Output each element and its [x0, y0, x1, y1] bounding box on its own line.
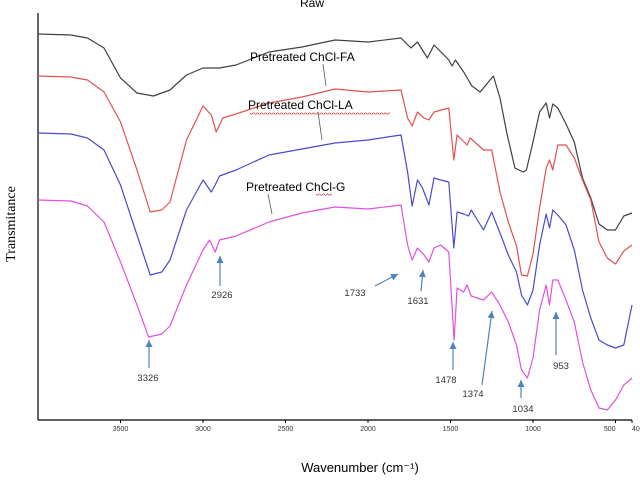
x-tick-label: 500	[604, 426, 616, 433]
peak-label-1478: 1478	[435, 375, 456, 386]
peak-label-953: 953	[553, 361, 569, 372]
axes	[37, 13, 632, 421]
peak-label-3326: 3326	[137, 373, 158, 384]
series-label-pointer	[322, 63, 327, 87]
spellcheck-underline	[315, 193, 332, 196]
series-lines	[37, 33, 633, 411]
annotation-arrowhead	[552, 312, 560, 319]
x-axis-label: Wavenumber (cm⁻¹)	[301, 460, 419, 475]
series-label-0: Raw	[300, 0, 324, 10]
x-tick-label: 1500	[443, 426, 459, 433]
annotation-arrowhead	[449, 342, 457, 349]
peak-label-1034: 1034	[512, 404, 533, 415]
series-line-3	[37, 199, 633, 411]
annotation-arrow	[481, 310, 493, 386]
series-line-0	[37, 33, 633, 231]
series-label-2: Pretreated ChCl-LA	[248, 98, 353, 112]
series-label-pointer	[317, 111, 323, 141]
peak-label-1374: 1374	[462, 389, 483, 400]
annotation-arrowhead	[487, 311, 495, 319]
annotation-arrowhead	[390, 274, 398, 281]
spellcheck-underline	[249, 112, 390, 115]
annotation-arrowhead	[145, 340, 153, 347]
x-tick-label: 2500	[278, 426, 294, 433]
peak-label-2926: 2926	[211, 290, 232, 301]
series-label-pointer	[267, 193, 273, 215]
x-tick-label: 3500	[113, 426, 129, 433]
y-axis-label: Transmitance	[4, 186, 19, 262]
x-tick-label: 3000	[195, 426, 211, 433]
peak-annotations: 3326 2926 1733 1631 1478 1374 1034 953	[137, 256, 569, 415]
peak-label-1733: 1733	[344, 288, 365, 299]
x-tick-label: 400	[632, 426, 640, 433]
x-ticks: 3500 3000 2500 2000 1500 1000 500 400	[113, 420, 640, 433]
annotation-arrowhead	[418, 270, 426, 278]
series-line-2	[37, 132, 633, 349]
series-label-1: Pretreated ChCl-FA	[250, 50, 355, 64]
annotation-arrowhead	[517, 380, 525, 387]
x-tick-label: 1000	[525, 426, 541, 433]
x-tick-label: 2000	[360, 426, 376, 433]
series-line-1	[37, 75, 633, 277]
peak-label-1631: 1631	[407, 296, 428, 307]
series-label-3: Pretreated ChCl-G	[246, 180, 345, 194]
annotation-arrowhead	[216, 256, 224, 263]
series-labels: Raw Pretreated ChCl-FA Pretreated ChCl-LA P…	[246, 0, 390, 215]
